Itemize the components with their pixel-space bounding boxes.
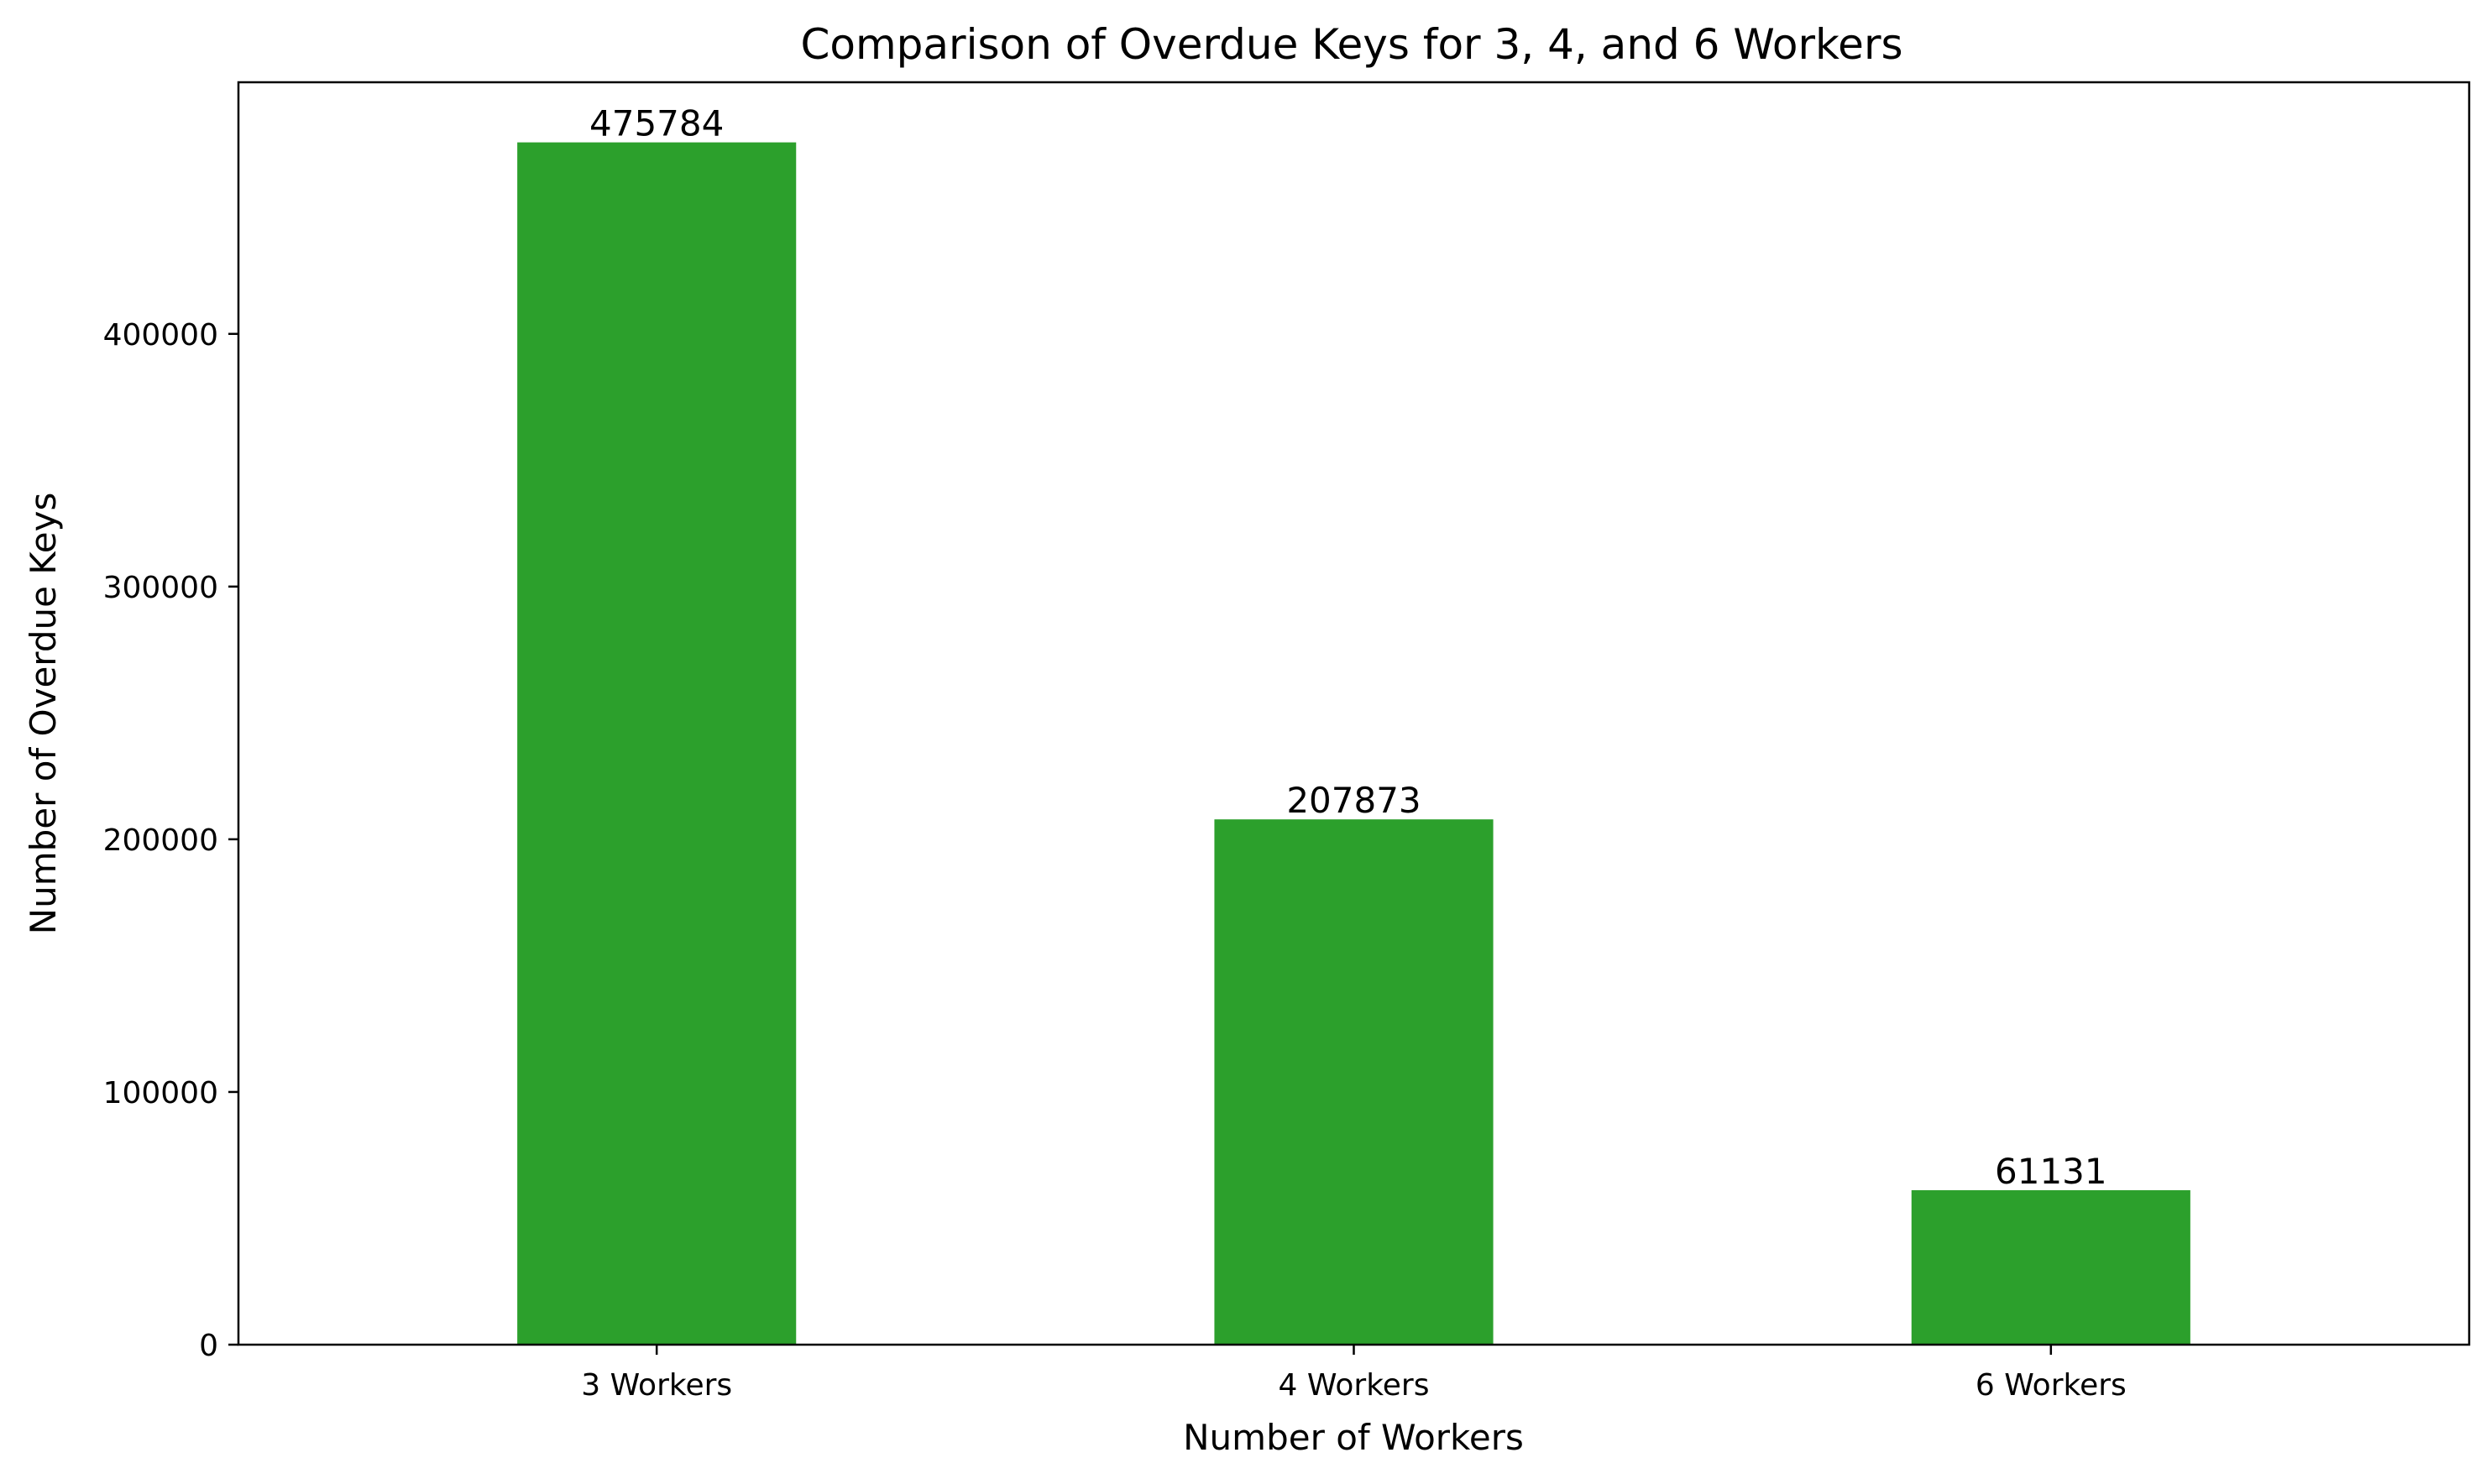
y-tick-label-1: 0 [199,1329,218,1363]
bar-value-label-1: 475784 [589,103,724,144]
y-tick-label-2: 100000 [103,1076,218,1110]
bar-value-label-2: 207873 [1286,780,1421,821]
x-tick-label-1: 3 Workers [581,1368,732,1403]
bar-2 [1214,819,1494,1345]
bar-value-label-3: 61131 [1995,1151,2107,1192]
chart-title: Comparison of Overdue Keys for 3, 4, and… [800,20,1902,69]
y-tick-label-3: 200000 [103,823,218,858]
x-tick-label-2: 4 Workers [1279,1368,1430,1403]
x-axis: 3 Workers 4 Workers 6 Workers [581,1345,2127,1403]
bar-1 [517,142,797,1346]
x-axis-label: Number of Workers [1183,1417,1524,1458]
y-axis: 0 100000 200000 300000 400000 [103,318,238,1363]
y-axis-label: Number of Overdue Keys [23,493,64,935]
y-tick-label-4: 300000 [103,571,218,605]
bar-3 [1911,1189,2190,1345]
x-tick-label-3: 6 Workers [1976,1368,2127,1403]
y-tick-label-5: 400000 [103,318,218,353]
bars-group [517,142,2190,1346]
bar-value-labels: 475784 207873 61131 [589,103,2107,1192]
